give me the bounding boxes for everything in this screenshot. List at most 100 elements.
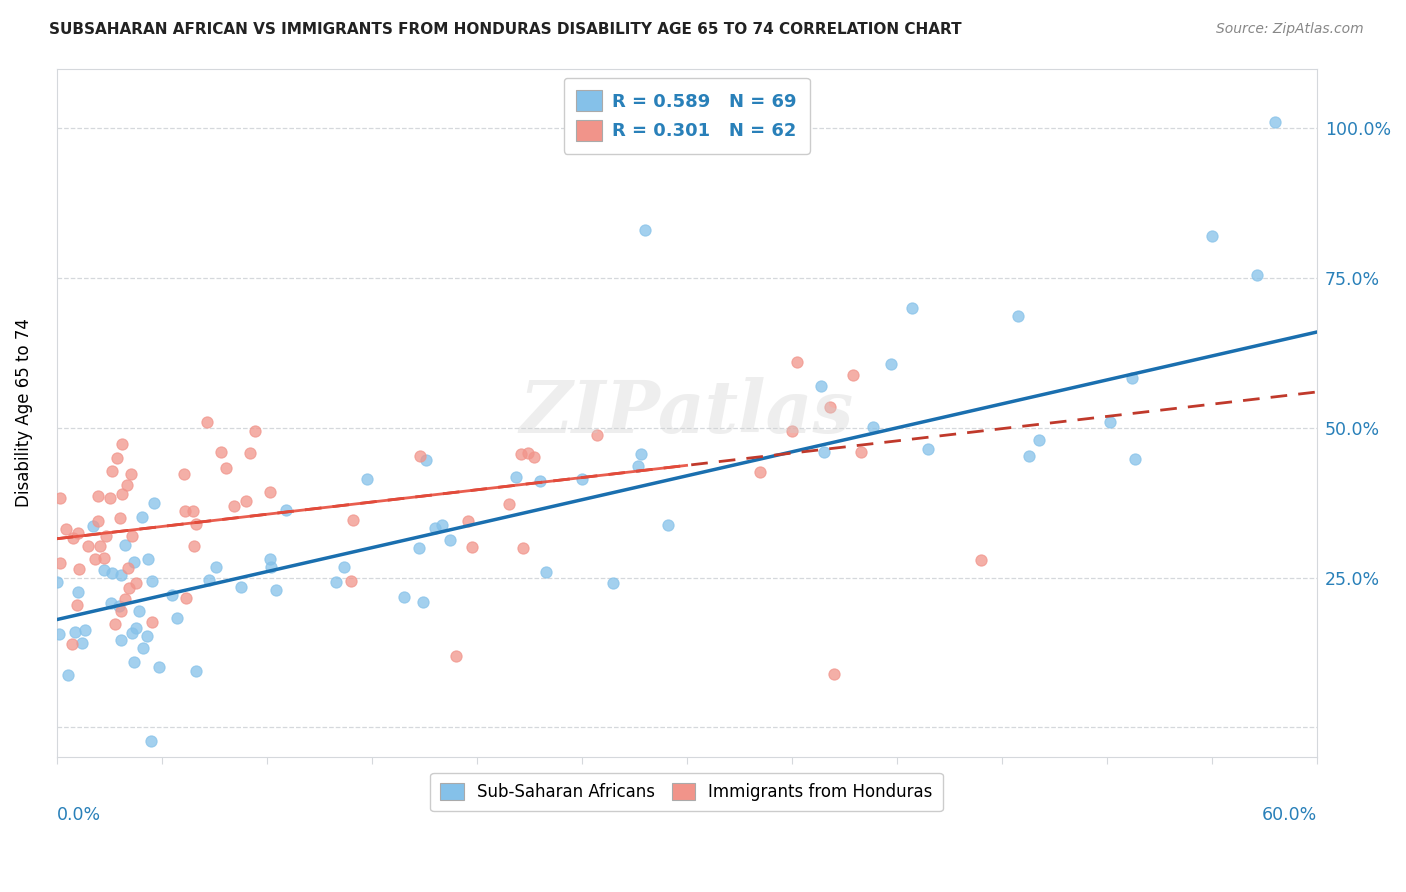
Point <box>457 514 479 528</box>
Point <box>356 472 378 486</box>
Point <box>215 460 238 475</box>
Point <box>69 562 91 576</box>
Point <box>657 518 679 533</box>
Point <box>117 581 139 595</box>
Text: Source: ZipAtlas.com: Source: ZipAtlas.com <box>1216 22 1364 37</box>
Point <box>266 582 288 597</box>
Point <box>87 489 110 503</box>
Point <box>121 626 143 640</box>
Point <box>439 533 461 547</box>
Point <box>510 447 533 461</box>
Point <box>162 588 184 602</box>
Text: SUBSAHARAN AFRICAN VS IMMIGRANTS FROM HONDURAS DISABILITY AGE 65 TO 74 CORRELATI: SUBSAHARAN AFRICAN VS IMMIGRANTS FROM HO… <box>49 22 962 37</box>
Point <box>48 627 70 641</box>
Point <box>412 595 434 609</box>
Point <box>820 401 842 415</box>
Point <box>394 591 416 605</box>
Point <box>842 368 865 382</box>
Point <box>186 664 208 678</box>
Point <box>880 357 903 371</box>
Point <box>571 472 593 486</box>
Point <box>260 560 283 574</box>
Point <box>110 604 132 618</box>
Point <box>823 666 845 681</box>
Point <box>125 621 148 635</box>
Text: 0.0%: 0.0% <box>56 805 101 823</box>
Point <box>862 419 884 434</box>
Point <box>1246 268 1268 282</box>
Text: ZIPatlas: ZIPatlas <box>519 377 853 449</box>
Point <box>105 450 128 465</box>
Point <box>139 734 162 748</box>
Point <box>181 504 204 518</box>
Point <box>110 632 132 647</box>
Point <box>184 516 207 531</box>
Point <box>342 513 364 527</box>
Point <box>325 575 347 590</box>
Point <box>849 445 872 459</box>
Point <box>63 625 86 640</box>
Point <box>498 497 520 511</box>
Point <box>114 591 136 606</box>
Point <box>461 540 484 554</box>
Point <box>235 493 257 508</box>
Point <box>136 552 159 566</box>
Point <box>93 563 115 577</box>
Point <box>239 446 262 460</box>
Point <box>60 637 83 651</box>
Point <box>142 496 165 510</box>
Point <box>111 437 134 451</box>
Point <box>55 522 77 536</box>
Point <box>512 541 534 555</box>
Point <box>110 567 132 582</box>
Point <box>810 379 832 393</box>
Point <box>46 575 69 590</box>
Point <box>141 574 163 588</box>
Point <box>84 552 107 566</box>
Point <box>114 538 136 552</box>
Point <box>108 599 131 613</box>
Point <box>56 667 79 681</box>
Point <box>409 449 432 463</box>
Point <box>141 615 163 629</box>
Point <box>523 450 546 465</box>
Point <box>534 565 557 579</box>
Point <box>209 445 232 459</box>
Point <box>432 518 454 533</box>
Point <box>259 485 281 500</box>
Point <box>131 509 153 524</box>
Point <box>117 560 139 574</box>
Point <box>66 585 89 599</box>
Point <box>94 529 117 543</box>
Point <box>195 415 218 429</box>
Point <box>1028 433 1050 447</box>
Point <box>627 458 650 473</box>
Point <box>173 467 195 482</box>
Point <box>48 491 70 506</box>
Point <box>93 550 115 565</box>
Point <box>415 452 437 467</box>
Point <box>183 539 205 553</box>
Point <box>121 529 143 543</box>
Point <box>198 573 221 587</box>
Point <box>125 575 148 590</box>
Point <box>602 576 624 591</box>
Point <box>89 539 111 553</box>
Point <box>132 640 155 655</box>
Point <box>101 566 124 580</box>
Point <box>1018 449 1040 463</box>
Point <box>66 598 89 612</box>
Point <box>517 446 540 460</box>
Point <box>259 552 281 566</box>
Point <box>98 491 121 505</box>
Point <box>332 560 354 574</box>
Point <box>224 499 246 513</box>
Point <box>408 541 430 555</box>
Point <box>205 560 228 574</box>
Point <box>77 539 100 553</box>
Point <box>66 525 89 540</box>
Point <box>104 617 127 632</box>
Point <box>780 424 803 438</box>
Point <box>174 591 197 606</box>
Point <box>969 552 991 566</box>
